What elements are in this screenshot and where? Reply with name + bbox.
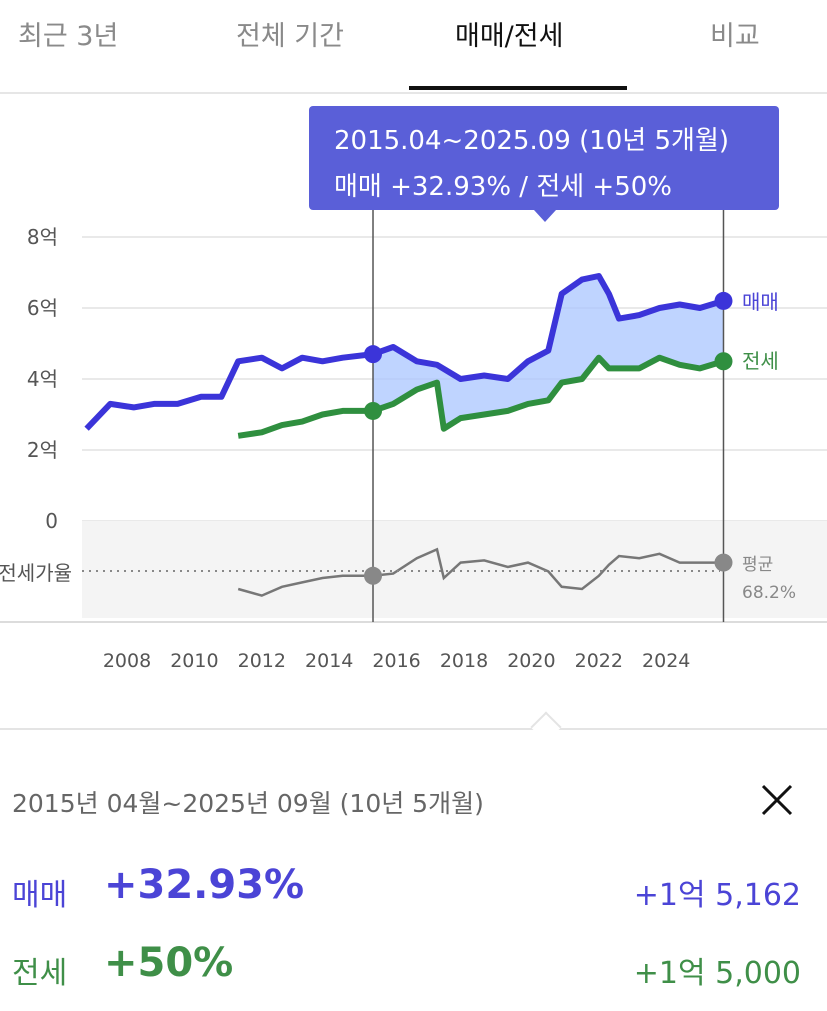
tab-recent-3-years[interactable]: 최근 3년 xyxy=(18,21,119,52)
jeonse-price-line xyxy=(237,354,725,439)
sale-label: 매매 xyxy=(12,878,68,913)
jeonse-start-dot xyxy=(364,401,383,420)
y-tick-label: 2억 xyxy=(27,438,58,462)
x-tick-label: 2012 xyxy=(238,650,286,672)
ratio-axis-label: 전세가율 xyxy=(0,561,72,585)
jeonse-series-label: 전세 xyxy=(742,349,779,373)
x-axis-ticks: 2008 2010 2012 2014 2016 2018 2020 2022 2024 xyxy=(103,650,691,672)
sale-price-line xyxy=(84,273,725,431)
jeonse-end-dot xyxy=(714,352,733,371)
tooltip-arrow xyxy=(534,210,556,222)
close-icon[interactable] xyxy=(757,780,797,820)
tooltip-change: 매매 +32.93% / 전세 +50% xyxy=(334,172,672,202)
jeonse-label: 전세 xyxy=(12,956,68,991)
sale-start-dot xyxy=(364,345,383,364)
sale-change-percent: +32.93% xyxy=(104,862,305,908)
divider-notch xyxy=(530,711,562,743)
summary-period: 2015년 04월~2025년 09월 (10년 5개월) xyxy=(12,789,484,818)
y-axis-ticks: 8억 6억 4억 2억 0 xyxy=(27,225,58,533)
avg-value: 68.2% xyxy=(742,583,796,603)
tab-compare[interactable]: 비교 xyxy=(710,21,760,52)
avg-label: 평균 xyxy=(742,555,773,575)
section-divider xyxy=(0,728,827,730)
x-tick-label: 2018 xyxy=(440,650,488,672)
y-tick-label: 0 xyxy=(45,509,58,533)
tab-all-period[interactable]: 전체 기간 xyxy=(236,21,344,52)
selection-markers xyxy=(364,208,733,622)
jeonse-change-amount: +1억 5,000 xyxy=(633,956,801,991)
range-tooltip: 2015.04~2025.09 (10년 5개월) 매매 +32.93% / 전… xyxy=(309,106,779,222)
x-tick-label: 2014 xyxy=(305,650,353,672)
x-tick-label: 2024 xyxy=(642,650,690,672)
x-tick-label: 2022 xyxy=(575,650,623,672)
sale-end-dot xyxy=(714,291,733,310)
y-tick-label: 4억 xyxy=(27,367,58,391)
x-tick-label: 2008 xyxy=(103,650,151,672)
sale-series-label: 매매 xyxy=(742,290,779,314)
ratio-start-dot xyxy=(364,566,383,585)
y-tick-label: 8억 xyxy=(27,225,58,249)
ratio-end-dot xyxy=(714,553,733,572)
sale-change-amount: +1억 5,162 xyxy=(633,878,801,913)
y-tick-label: 6억 xyxy=(27,296,58,320)
jeonse-ratio-line xyxy=(237,547,724,597)
x-tick-label: 2010 xyxy=(170,650,218,672)
active-tab-indicator xyxy=(409,86,627,90)
period-tabs: 최근 3년 전체 기간 매매/전세 비교 xyxy=(0,0,827,94)
tooltip-period: 2015.04~2025.09 (10년 5개월) xyxy=(334,126,730,156)
x-tick-label: 2016 xyxy=(372,650,420,672)
jeonse-change-percent: +50% xyxy=(104,940,234,986)
tab-sale-jeonse[interactable]: 매매/전세 xyxy=(455,21,564,52)
x-tick-label: 2020 xyxy=(507,650,555,672)
